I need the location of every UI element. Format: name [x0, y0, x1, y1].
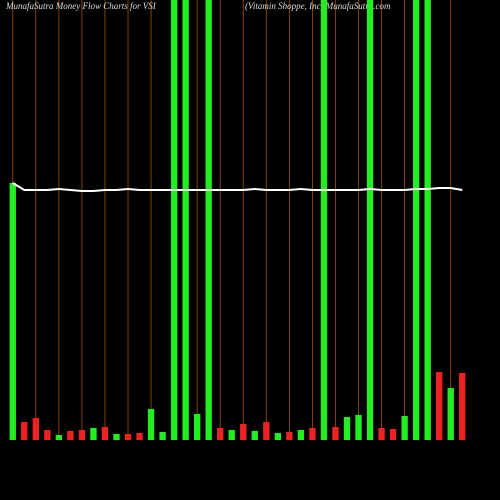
bar	[193, 414, 201, 440]
bar	[170, 0, 178, 440]
bar	[217, 428, 224, 440]
bar	[251, 431, 258, 440]
bar	[90, 428, 97, 440]
bar	[44, 430, 51, 440]
bar	[21, 422, 28, 440]
bar	[240, 424, 247, 440]
bar	[78, 430, 86, 440]
bar	[436, 372, 443, 440]
bar	[378, 428, 385, 440]
bar	[101, 427, 109, 440]
bar	[228, 430, 235, 440]
bar	[205, 0, 212, 440]
bar	[147, 409, 155, 440]
chart-subtitle: (Vitamin Shoppe, Inc) MunafaSutra.com	[245, 1, 391, 11]
bar	[332, 427, 339, 440]
bar	[309, 428, 316, 440]
bar	[320, 0, 328, 440]
bar	[401, 416, 408, 440]
bar	[136, 433, 143, 440]
bar	[297, 430, 305, 440]
bar	[32, 418, 39, 440]
bar	[263, 422, 270, 440]
bar	[124, 434, 132, 440]
bar	[159, 432, 166, 440]
chart-title: MunafaSutra Money Flow Charts for VSI	[5, 1, 157, 11]
bar	[424, 0, 431, 440]
bar	[113, 434, 120, 440]
bar	[182, 0, 189, 440]
bar	[274, 433, 282, 440]
bar	[355, 415, 362, 440]
bar	[286, 432, 293, 440]
bar	[459, 373, 466, 440]
money-flow-line	[12, 182, 463, 192]
bar	[412, 0, 420, 440]
bar	[366, 0, 374, 440]
bar	[55, 435, 63, 440]
bar	[447, 388, 454, 440]
bar	[9, 183, 16, 440]
bar	[343, 417, 351, 440]
bar	[389, 429, 397, 440]
bar	[67, 431, 74, 440]
